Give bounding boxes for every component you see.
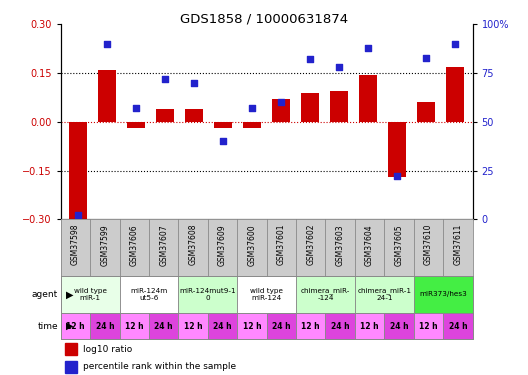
Bar (185, 109, 203, 122)
Point (364, 45, 372, 51)
Bar (443, 313, 473, 339)
Bar (119, 313, 149, 339)
Text: GSM37600: GSM37600 (248, 224, 257, 266)
Text: time: time (37, 322, 58, 331)
Bar (65, 343, 77, 355)
Text: GSM37608: GSM37608 (188, 224, 197, 266)
Text: GSM37601: GSM37601 (277, 224, 286, 266)
Bar (237, 276, 296, 313)
Bar (61, 313, 90, 339)
Bar (156, 109, 174, 122)
Text: GDS1858 / 10000631874: GDS1858 / 10000631874 (180, 12, 348, 25)
Text: miR-124mut9-1
0: miR-124mut9-1 0 (180, 288, 236, 301)
Text: 24 h: 24 h (213, 322, 232, 331)
Bar (61, 276, 119, 313)
Bar (414, 276, 473, 313)
Point (393, 174, 401, 180)
Text: 12 h: 12 h (66, 322, 84, 331)
Text: GSM37606: GSM37606 (130, 224, 139, 266)
Text: 24 h: 24 h (154, 322, 173, 331)
Bar (243, 122, 261, 128)
Bar (272, 99, 290, 122)
Bar (98, 70, 116, 122)
Text: wild type
miR-124: wild type miR-124 (250, 288, 283, 301)
Point (277, 99, 285, 105)
Text: 24 h: 24 h (96, 322, 114, 331)
Bar (178, 276, 237, 313)
Text: 12 h: 12 h (301, 322, 320, 331)
Text: 24 h: 24 h (272, 322, 290, 331)
Bar (69, 122, 87, 221)
Bar (208, 313, 237, 339)
Bar (127, 122, 145, 128)
Text: wild type
miR-1: wild type miR-1 (73, 288, 107, 301)
Text: ▶: ▶ (66, 290, 73, 299)
Bar (119, 276, 178, 313)
Text: 24 h: 24 h (449, 322, 467, 331)
Point (248, 105, 257, 111)
Point (132, 105, 140, 111)
Bar (414, 313, 443, 339)
Bar (296, 276, 355, 313)
Text: GSM37603: GSM37603 (336, 224, 345, 266)
Bar (418, 102, 435, 122)
Bar (301, 93, 319, 122)
Text: GSM37609: GSM37609 (218, 224, 227, 266)
Text: GSM37604: GSM37604 (365, 224, 374, 266)
Text: GSM37605: GSM37605 (394, 224, 403, 266)
Bar (214, 122, 232, 128)
Bar (331, 91, 348, 122)
Text: 12 h: 12 h (419, 322, 438, 331)
Bar (389, 122, 406, 177)
Text: GSM37611: GSM37611 (454, 224, 463, 265)
Bar (237, 313, 267, 339)
Point (74, 213, 82, 219)
Point (335, 64, 343, 70)
Point (103, 41, 111, 47)
Bar (267, 313, 296, 339)
Bar (178, 313, 208, 339)
Point (219, 138, 228, 144)
Text: 12 h: 12 h (243, 322, 261, 331)
Text: GSM37610: GSM37610 (424, 224, 433, 266)
Bar (325, 313, 355, 339)
Point (451, 41, 459, 47)
Bar (149, 313, 178, 339)
Bar (384, 313, 414, 339)
Text: 12 h: 12 h (125, 322, 144, 331)
Text: percentile rank within the sample: percentile rank within the sample (83, 363, 237, 372)
Point (161, 76, 169, 82)
Bar (90, 313, 119, 339)
Bar (447, 67, 464, 122)
Point (422, 54, 430, 60)
Bar (355, 276, 414, 313)
Text: GSM37602: GSM37602 (306, 224, 315, 266)
Text: log10 ratio: log10 ratio (83, 345, 133, 354)
Text: 24 h: 24 h (390, 322, 408, 331)
Text: chimera_miR-
-124: chimera_miR- -124 (301, 288, 350, 301)
Text: ▶: ▶ (66, 321, 73, 331)
Text: 12 h: 12 h (360, 322, 379, 331)
Text: 24 h: 24 h (331, 322, 350, 331)
Bar (360, 75, 377, 122)
Bar (296, 313, 325, 339)
Point (306, 57, 314, 63)
Text: GSM37599: GSM37599 (100, 224, 109, 266)
Text: GSM37607: GSM37607 (159, 224, 168, 266)
Point (190, 80, 199, 86)
Text: miR-124m
ut5-6: miR-124m ut5-6 (130, 288, 167, 301)
Bar (65, 361, 77, 373)
Text: agent: agent (32, 290, 58, 299)
Text: GSM37598: GSM37598 (71, 224, 80, 266)
Text: miR373/hes3: miR373/hes3 (419, 291, 467, 297)
Text: 12 h: 12 h (184, 322, 202, 331)
Text: chimera_miR-1
24-1: chimera_miR-1 24-1 (357, 288, 411, 301)
Bar (355, 313, 384, 339)
